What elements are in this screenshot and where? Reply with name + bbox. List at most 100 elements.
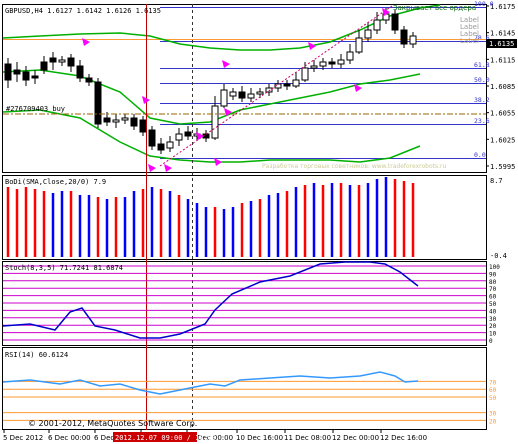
candle-body [166, 141, 174, 149]
candle-body [112, 119, 120, 123]
rsi-level-label: 60 [489, 387, 497, 394]
trade-arrow-icon [164, 164, 172, 172]
candle-body [76, 65, 84, 79]
time-tick-label: 12 Dec 16:00 [380, 434, 427, 442]
stoch-panel[interactable] [2, 261, 487, 346]
candle-body [49, 57, 57, 63]
rsi-title: RSI(14) 60.6124 [5, 351, 68, 359]
stoch-level-label: 0 [489, 338, 493, 345]
candle-body [301, 67, 309, 81]
candle-body [85, 77, 93, 83]
candle-body [121, 117, 129, 121]
time-tick-label: 6 Dec 00:00 [48, 434, 91, 442]
crosshair-time-box [113, 432, 197, 442]
label-1: Label [460, 16, 479, 24]
stoch-level-label: 60 [489, 294, 497, 301]
bollinger-histogram [6, 177, 415, 257]
fib-label: 61.8 [474, 61, 490, 69]
candle-body [22, 71, 30, 81]
time-tick-label: 10 Dec 16:00 [236, 434, 283, 442]
stoch-level-label: 40 [489, 308, 497, 315]
price-tick-label: 1.6085 [490, 83, 515, 91]
main-header: GBPUSD,H4 1.6127 1.6142 1.6126 1.6135 [5, 7, 161, 15]
trade-arrow-icon [214, 158, 222, 166]
candle-body [4, 63, 12, 81]
candle-body [58, 59, 66, 63]
stoch-level-label: 50 [489, 301, 497, 308]
bollinger-bottom-tick: -0.4 [490, 252, 507, 260]
rsi-line [2, 371, 419, 395]
stoch-level-label: 30 [489, 316, 497, 323]
candle-body [103, 117, 111, 123]
main-panel[interactable] [2, 4, 487, 173]
stoch-level-label: 100 [489, 264, 500, 271]
candle-body [319, 61, 327, 67]
candle-body [220, 89, 228, 107]
bollinger-top-tick: 8.7 [490, 177, 503, 185]
candle-body [229, 91, 237, 97]
fib-label: 23.6 [474, 117, 490, 125]
candle-body [346, 51, 354, 61]
candle-body [364, 29, 372, 39]
candle-body [94, 81, 102, 125]
rsi-level-label: 30 [489, 411, 497, 418]
candle-body [391, 13, 399, 31]
time-tick-label: 12 Dec 00:00 [332, 434, 379, 442]
price-tick-label: 1.6115 [490, 56, 515, 64]
trade-arrow-icon [196, 132, 204, 140]
fib-label: 78.6 [474, 34, 490, 42]
stoch-level-label: 10 [489, 331, 497, 338]
rsi-level-label: 50 [489, 395, 497, 402]
trade-arrow-icon [142, 96, 150, 104]
copyright: © 2001-2012, MetaQuotes Software Corp. [28, 419, 197, 428]
fib-label: 38.2 [474, 96, 490, 104]
fibonacci-levels: 100.0 78.6 61.8 50.0 38.2 23.6 0.0 [3, 0, 494, 159]
candle-body [337, 59, 345, 65]
crosshair-time-label: 2012.12.07 09:00 / 17:00 [115, 434, 216, 442]
candle-body [310, 65, 318, 69]
price-tick-label: 1.6145 [490, 30, 515, 38]
candle-body [274, 83, 282, 89]
trade-arrow-icon [308, 42, 316, 50]
candle-body [13, 69, 21, 75]
price-tick-label: 1.6055 [490, 110, 515, 118]
stoch-title: Stoch(8,3,5) 71.7241 81.6874 [5, 264, 123, 272]
candle-body [247, 93, 255, 99]
candles [4, 8, 417, 154]
trade-arrows [82, 8, 390, 172]
rsi-level-label: 20 [489, 418, 497, 425]
candle-body [283, 83, 291, 87]
candle-body [373, 19, 381, 31]
fib-label: 50.0 [474, 76, 490, 84]
candle-body [67, 57, 75, 67]
stoch-level-label: 20 [489, 323, 497, 330]
bollinger-title: BoDi(SMA,Close,20/0) 7.9 [5, 178, 106, 186]
rsi-panel[interactable] [2, 347, 487, 430]
candle-body [148, 129, 156, 147]
fib-label: 100.0 [474, 0, 494, 8]
candle-body [175, 133, 183, 141]
bollinger-lower [2, 109, 421, 163]
trend-line[interactable] [159, 5, 393, 167]
stoch-line [2, 261, 419, 339]
candle-body [31, 75, 39, 79]
trade-arrow-icon [224, 108, 232, 116]
candle-body [130, 117, 138, 127]
fib-note: Закрывает все ордера [393, 4, 476, 12]
current-price-box [487, 39, 517, 48]
trade-arrow-icon [222, 60, 230, 68]
label-3: Label [460, 30, 479, 38]
label-2: Label [460, 23, 479, 31]
price-tick-label: 1.6175 [490, 3, 515, 11]
trade-arrow-icon [354, 84, 362, 92]
candle-body [184, 131, 192, 137]
bollinger-panel[interactable] [2, 175, 487, 260]
candle-body [256, 91, 264, 95]
trade-arrow-icon [382, 8, 390, 16]
candle-body [292, 79, 300, 87]
order-label: #276709403 buy [6, 105, 65, 113]
